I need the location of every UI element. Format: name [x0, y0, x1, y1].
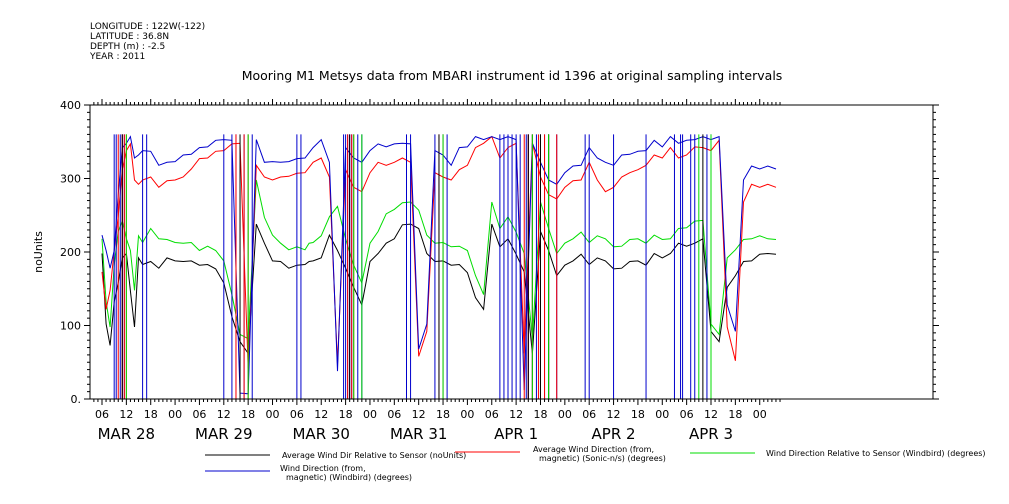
x-tick-label: 06	[582, 408, 596, 421]
x-tick-label: 06	[387, 408, 401, 421]
x-day-label: APR 2	[592, 425, 636, 443]
y-tick-label: 300	[60, 173, 81, 186]
series-line-3	[101, 135, 777, 395]
x-tick-label: 12	[509, 408, 523, 421]
x-tick-label: 18	[728, 408, 742, 421]
meta-latitude: LATITUDE : 36.8N	[90, 32, 170, 42]
legend-label-1: Average Wind Direction (from,	[533, 445, 654, 454]
y-tick-label: 0.	[71, 393, 82, 406]
legend-label-3: Wind Direction (from,	[280, 464, 366, 473]
chart-title: Mooring M1 Metsys data from MBARI instru…	[242, 68, 783, 83]
legend-label-3: magnetic) (Windbird) (degrees)	[286, 473, 412, 482]
x-tick-label: 12	[119, 408, 133, 421]
x-day-label: MAR 31	[390, 425, 447, 443]
x-tick-label: 12	[704, 408, 718, 421]
x-tick-label: 18	[436, 408, 450, 421]
x-tick-label: 00	[460, 408, 474, 421]
y-tick-label: 100	[60, 320, 81, 333]
metadata-block: LONGITUDE : 122W(-122) LATITUDE : 36.8N …	[90, 22, 205, 62]
x-tick-label: 18	[631, 408, 645, 421]
series-line-1	[101, 135, 777, 369]
legend-label-0: Average Wind Dir Relative to Sensor (noU…	[282, 451, 466, 460]
series-layer	[101, 134, 777, 399]
y-axis-label: noUnits	[32, 231, 45, 273]
y-tick-label: 400	[60, 99, 81, 112]
y-tick-label: 200	[60, 246, 81, 259]
x-day-label: APR 3	[689, 425, 733, 443]
meta-depth: DEPTH (m) : -2.5	[90, 42, 166, 52]
x-tick-label: 00	[655, 408, 669, 421]
x-day-label: MAR 30	[292, 425, 349, 443]
x-day-label: MAR 28	[98, 425, 155, 443]
x-day-label: APR 1	[494, 425, 538, 443]
x-tick-label: 00	[753, 408, 767, 421]
meta-year: YEAR : 2011	[90, 52, 146, 62]
legend-label-1: magnetic) (Sonic-n/s) (degrees)	[539, 454, 666, 463]
x-tick-label: 06	[95, 408, 109, 421]
x-tick-label: 00	[168, 408, 182, 421]
x-tick-label: 12	[412, 408, 426, 421]
series-line-2	[101, 179, 777, 340]
legend: Average Wind Dir Relative to Sensor (noU…	[205, 445, 986, 482]
x-tick-label: 18	[339, 408, 353, 421]
meta-longitude: LONGITUDE : 122W(-122)	[90, 22, 206, 32]
x-tick-label: 12	[607, 408, 621, 421]
x-tick-label: 06	[290, 408, 304, 421]
x-tick-label: 12	[217, 408, 231, 421]
x-tick-label: 18	[533, 408, 547, 421]
x-tick-label: 06	[485, 408, 499, 421]
x-tick-label: 00	[266, 408, 280, 421]
x-tick-label: 06	[680, 408, 694, 421]
legend-label-2: Wind Direction Relative to Sensor (Windb…	[766, 449, 986, 458]
x-tick-label: 06	[192, 408, 206, 421]
x-tick-label: 18	[144, 408, 158, 421]
x-tick-label: 18	[241, 408, 255, 421]
x-tick-label: 12	[314, 408, 328, 421]
x-tick-label: 00	[558, 408, 572, 421]
x-day-label: MAR 29	[195, 425, 252, 443]
x-tick-label: 00	[363, 408, 377, 421]
axes-layer: 0. 100 200 300 400 06 12 18 00 06 12 18 00 06 12 18 00 06…	[60, 99, 939, 443]
series-line-0	[101, 223, 777, 355]
